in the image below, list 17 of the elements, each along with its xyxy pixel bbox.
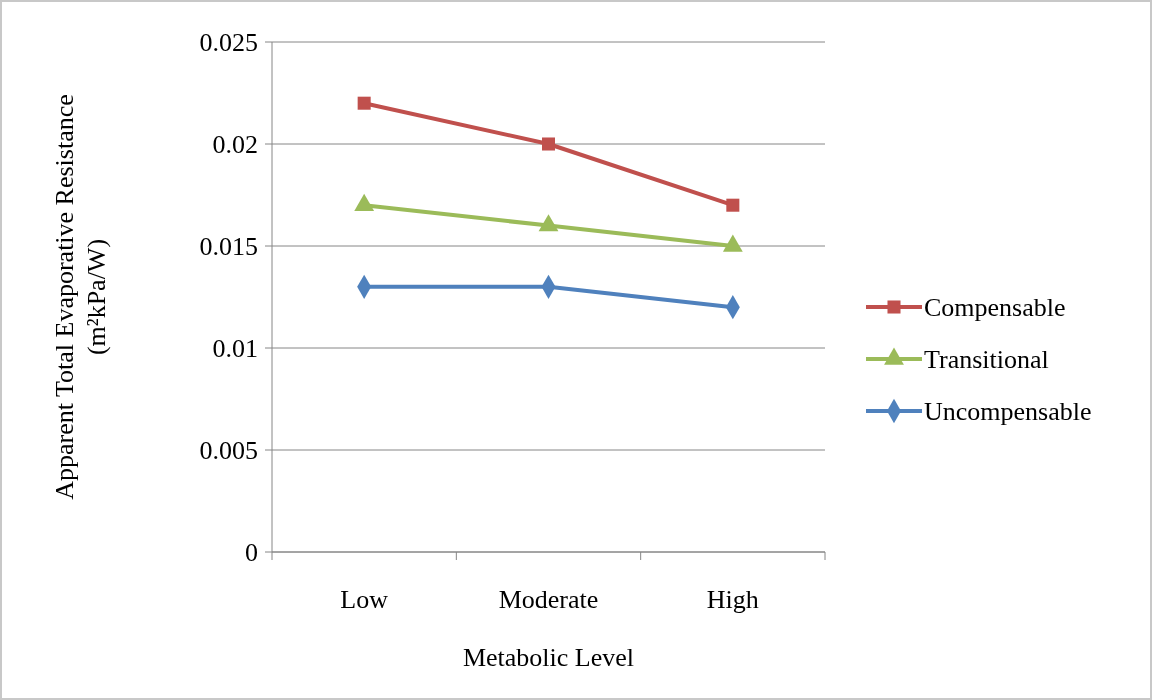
legend-label: Transitional: [924, 345, 1049, 375]
point: [726, 198, 740, 212]
point: [541, 137, 556, 151]
x-tick-label: High: [706, 585, 759, 614]
x-tick-label: Low: [340, 585, 389, 614]
x-axis-title: Metabolic Level: [462, 643, 635, 672]
x-tick-label: Moderate: [498, 585, 599, 614]
y-tick-label: 0.005: [199, 436, 258, 466]
y-tick-label: 0.015: [199, 232, 258, 262]
y-tick-label: 0.01: [212, 334, 258, 364]
legend-label: Compensable: [924, 293, 1066, 323]
y-tick-label: 0.025: [199, 28, 258, 58]
y-tick-label: 0.02: [212, 130, 258, 160]
legend-label: Uncompensable: [924, 397, 1092, 427]
y-tick-label: 0: [245, 538, 258, 568]
point: [357, 96, 371, 110]
y-axis-title: Apparent Total Evaporative Resistance (m²kPa/W): [50, 94, 111, 500]
